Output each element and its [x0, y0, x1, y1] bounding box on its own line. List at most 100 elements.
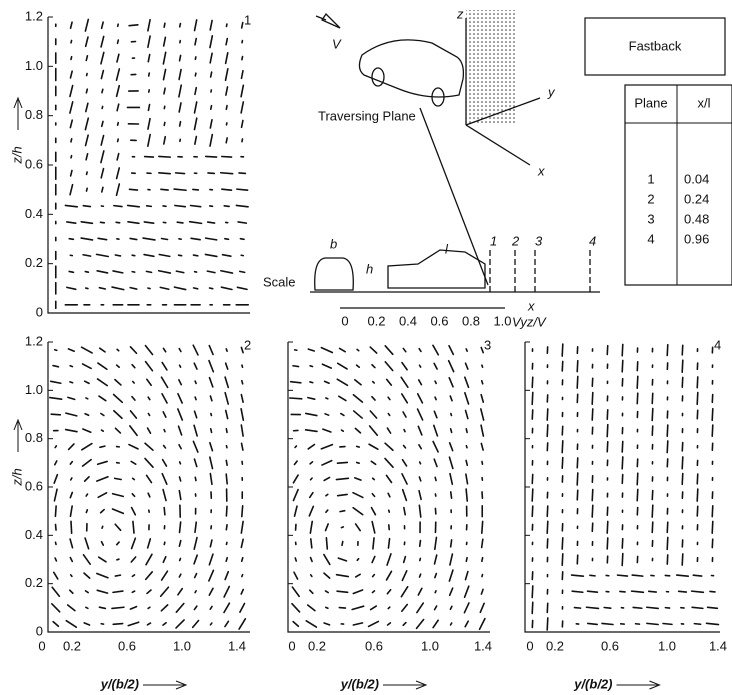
x-tick-label: 0.6 — [118, 638, 136, 653]
flow-vector — [240, 538, 244, 549]
flow-vector — [116, 53, 120, 63]
flow-vector — [225, 427, 228, 434]
y-tick-label: 1.2 — [25, 333, 43, 348]
table-cell: 3 — [647, 211, 654, 226]
flow-vector — [131, 477, 136, 481]
flow-vector — [84, 18, 90, 32]
flow-vector — [240, 21, 244, 29]
flow-vector — [85, 152, 89, 161]
flow-vector — [83, 622, 91, 626]
flow-vector — [692, 574, 703, 577]
flow-vector — [96, 460, 108, 466]
flow-vector — [711, 424, 714, 437]
scale-tick: 0.4 — [399, 313, 417, 328]
flow-vector — [335, 477, 350, 481]
flow-vector — [416, 602, 425, 614]
flow-vector — [601, 622, 614, 626]
flow-vector — [448, 376, 454, 388]
flow-vector — [127, 220, 140, 225]
flow-vector — [146, 378, 152, 387]
flow-vector — [204, 253, 218, 258]
flow-vector — [325, 536, 329, 550]
flow-vector — [163, 506, 166, 516]
x-tick-label: 1.4 — [709, 638, 727, 653]
flow-vector — [223, 602, 231, 614]
flow-vector — [130, 506, 137, 516]
flow-vector — [450, 412, 453, 417]
flow-vector — [307, 443, 316, 450]
x-tick-label: 1.4 — [228, 638, 246, 653]
flow-vector — [82, 554, 91, 565]
table-cell: 0.24 — [684, 191, 709, 206]
flow-vector — [111, 606, 125, 610]
flow-vector — [194, 72, 197, 77]
flow-vector — [386, 553, 392, 566]
flow-vector — [194, 135, 198, 145]
flow-vector — [144, 457, 154, 469]
flow-vector — [480, 379, 484, 385]
flow-vector — [100, 51, 105, 65]
flow-vector — [69, 21, 73, 30]
flow-vector — [178, 489, 182, 501]
flow-vector — [163, 121, 166, 127]
flow-vector — [308, 491, 314, 499]
flow-vector — [706, 606, 719, 610]
flow-vector — [573, 606, 582, 609]
flow-vector — [173, 188, 187, 192]
flow-vector — [65, 619, 78, 628]
flow-vector — [69, 491, 74, 499]
flow-vector — [340, 429, 345, 432]
y-tick-label: 0.4 — [25, 527, 43, 542]
flow-vector — [310, 538, 313, 549]
flow-vector — [531, 585, 534, 599]
flow-vector — [111, 286, 125, 291]
flow-vector — [352, 491, 364, 499]
x-tick-label: 0.2 — [63, 638, 81, 653]
flow-vector — [324, 590, 330, 594]
flow-vector — [352, 589, 364, 595]
flow-vector — [129, 346, 138, 355]
panel-axes — [47, 342, 250, 633]
flow-vector — [591, 408, 594, 421]
flow-vector — [465, 444, 468, 449]
flow-vector — [66, 604, 76, 612]
y-tick-label: 0 — [36, 304, 43, 319]
flow-vector — [54, 541, 57, 546]
flow-vector — [70, 55, 73, 61]
table: Plane x/l — [624, 84, 732, 286]
flow-vector — [175, 602, 185, 613]
flow-vector — [636, 472, 639, 486]
flow-vector — [647, 590, 658, 593]
flow-vector — [323, 622, 331, 626]
flow-vector — [194, 380, 197, 385]
leader-line — [419, 107, 489, 286]
table-cell: 2 — [647, 191, 654, 206]
flow-vector — [64, 204, 79, 208]
flow-vector — [115, 541, 120, 546]
flow-vector — [325, 606, 329, 610]
flow-vector — [83, 475, 90, 482]
flow-vector — [336, 590, 349, 594]
flow-vector — [221, 253, 232, 257]
flow-vector — [114, 378, 122, 386]
flow-vector — [160, 570, 169, 581]
flow-vector — [84, 537, 90, 550]
flow-vector — [193, 605, 198, 611]
flow-vector — [191, 619, 200, 629]
flow-vector — [84, 117, 90, 131]
flow-vector — [355, 461, 360, 464]
flow-vector — [651, 504, 654, 518]
flow-vector — [114, 254, 122, 257]
scale-tick: 0 — [341, 313, 348, 328]
flow-vector — [178, 120, 182, 127]
flow-vector — [480, 346, 485, 354]
flow-vector — [192, 287, 199, 290]
flow-vector — [193, 424, 198, 437]
flow-vector — [193, 101, 198, 114]
flow-vector — [481, 556, 484, 563]
y-tick-label: 0.6 — [25, 478, 43, 493]
flow-vector — [690, 590, 705, 594]
sketch-label: 1 — [490, 233, 497, 248]
flow-vector — [53, 473, 59, 484]
flow-vector — [101, 88, 104, 94]
